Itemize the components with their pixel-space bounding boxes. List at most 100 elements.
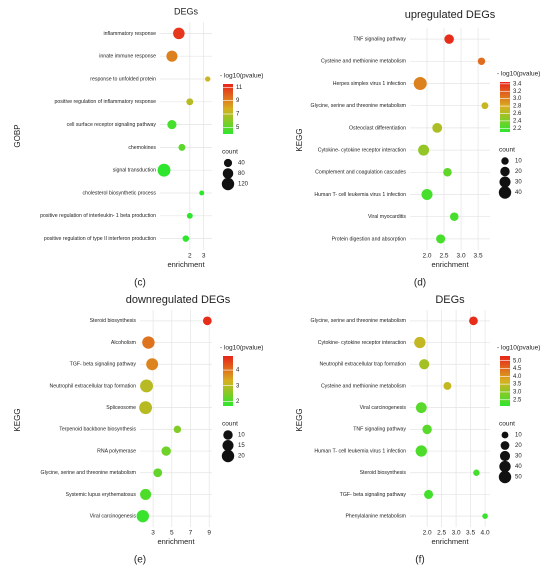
size-tick-label: 10 bbox=[515, 159, 522, 165]
y-tick-label: positive regulation of type II interfero… bbox=[44, 236, 156, 242]
bubble bbox=[205, 76, 211, 82]
size-legend-key bbox=[500, 166, 510, 177]
color-legend-title: - log10(pvalue) bbox=[497, 345, 540, 352]
size-legend-key bbox=[499, 176, 511, 188]
y-tick-label: RNA polymerase bbox=[97, 448, 136, 454]
bubble bbox=[202, 316, 212, 326]
y-tick-label: Glycine, serine and threonine metabolism bbox=[41, 470, 136, 476]
color-bar bbox=[223, 356, 233, 406]
size-tick-label: 40 bbox=[515, 190, 522, 196]
bubble bbox=[157, 163, 171, 177]
x-tick-label: 3.0 bbox=[452, 530, 461, 537]
color-tick-label: 3.4 bbox=[513, 81, 522, 87]
y-tick-label: cholesterol biosynthetic process bbox=[82, 190, 156, 196]
color-tick-label: 2.5 bbox=[513, 397, 522, 403]
bubble bbox=[443, 168, 452, 177]
y-tick-label: Complement and coagulation cascades bbox=[315, 170, 406, 176]
bubble bbox=[140, 488, 152, 500]
size-legend-key bbox=[501, 431, 509, 439]
size-tick-label: 10 bbox=[515, 433, 522, 439]
x-tick-label: 7 bbox=[189, 530, 193, 537]
color-tick-label: 2 bbox=[236, 399, 240, 405]
size-legend-title: count bbox=[499, 421, 515, 428]
bubble bbox=[473, 469, 480, 476]
y-tick-label: Protein digestion and absorption bbox=[332, 236, 407, 242]
y-tick-label: response to unfolded protein bbox=[90, 76, 156, 82]
bubble bbox=[186, 98, 194, 106]
y-tick-label: chemokines bbox=[128, 145, 156, 151]
bubble bbox=[161, 446, 171, 456]
x-tick-label: 9 bbox=[207, 530, 211, 537]
y-tick-label: signal transduction bbox=[113, 168, 156, 174]
bubble bbox=[415, 402, 427, 414]
y-tick-label: Osteoclast differentiation bbox=[349, 125, 406, 131]
y-tick-label: positive regulation of inflammatory resp… bbox=[55, 99, 157, 105]
color-legend-title: - log10(pvalue) bbox=[220, 345, 263, 352]
y-tick-label: TNF signaling pathway bbox=[353, 427, 406, 433]
color-tick-label: 2.6 bbox=[513, 111, 522, 117]
bubble bbox=[186, 212, 193, 219]
bubble bbox=[482, 513, 488, 519]
color-tick-label: 3.5 bbox=[513, 382, 522, 388]
chart-title: DEGs bbox=[435, 294, 465, 306]
y-tick-label: Spliceosome bbox=[106, 405, 136, 411]
x-axis-label: enrichment bbox=[157, 537, 195, 546]
y-tick-label: Neutrophil extracellular trap formation bbox=[50, 383, 137, 389]
size-legend-key bbox=[222, 168, 234, 179]
bubble bbox=[178, 143, 186, 151]
x-tick-label: 3.5 bbox=[474, 253, 483, 260]
color-tick-label: 3.2 bbox=[513, 89, 522, 95]
color-tick-label: 7 bbox=[236, 112, 240, 118]
size-legend-key bbox=[223, 430, 233, 440]
x-tick-label: 4.0 bbox=[481, 530, 490, 537]
y-tick-label: inflammatory response bbox=[104, 31, 157, 37]
y-tick-label: TNF signaling pathway bbox=[353, 36, 406, 42]
bubble bbox=[421, 188, 433, 201]
color-tick-label: 4.0 bbox=[513, 374, 522, 380]
bubble bbox=[422, 424, 432, 435]
bubble bbox=[142, 336, 155, 349]
y-tick-label: Steroid biosynthesis bbox=[90, 318, 137, 324]
y-tick-label: Cytokine- cytokine receptor interaction bbox=[318, 147, 406, 153]
bubble bbox=[449, 212, 459, 221]
caption: (e) bbox=[134, 555, 146, 566]
color-tick-label: 2.8 bbox=[513, 104, 522, 110]
y-axis-label: KEGG bbox=[295, 408, 304, 431]
size-tick-label: 15 bbox=[238, 443, 245, 449]
bubble bbox=[418, 144, 430, 156]
size-legend-key bbox=[499, 450, 511, 462]
size-legend-key bbox=[499, 460, 511, 473]
size-tick-label: 30 bbox=[515, 454, 522, 460]
size-tick-label: 20 bbox=[515, 169, 522, 175]
y-axis-label: GOBP bbox=[13, 124, 22, 147]
bubble bbox=[444, 34, 454, 44]
bubble bbox=[173, 425, 182, 434]
color-tick-label: 5 bbox=[236, 125, 240, 131]
y-tick-label: Systemic lupus erythematosus bbox=[66, 492, 137, 498]
bubble bbox=[481, 102, 489, 110]
caption: (c) bbox=[134, 278, 146, 289]
size-tick-label: 20 bbox=[238, 454, 245, 460]
size-tick-label: 20 bbox=[515, 443, 522, 449]
color-legend-title: - log10(pvalue) bbox=[220, 73, 263, 80]
y-tick-label: Neutrophil extracellular trap formation bbox=[320, 362, 407, 368]
x-tick-label: 3 bbox=[202, 253, 206, 260]
size-tick-label: 30 bbox=[515, 180, 522, 186]
x-tick-label: 2.0 bbox=[423, 530, 432, 537]
y-axis-label: KEGG bbox=[13, 408, 22, 431]
color-tick-label: 3.0 bbox=[513, 390, 522, 396]
y-tick-label: Herpes simplex virus 1 infection bbox=[333, 81, 406, 87]
x-tick-label: 3.0 bbox=[457, 253, 466, 260]
color-tick-label: 4.5 bbox=[513, 366, 522, 372]
bubble bbox=[139, 401, 153, 415]
color-legend-title: - log10(pvalue) bbox=[497, 71, 540, 78]
x-tick-label: 2.5 bbox=[437, 530, 446, 537]
y-tick-label: Glycine, serine and threonine metabolism bbox=[311, 103, 406, 109]
bubble bbox=[413, 76, 427, 91]
y-tick-label: Cysteine and methionine metabolism bbox=[321, 59, 406, 65]
bubble bbox=[140, 379, 153, 393]
x-tick-label: 5 bbox=[170, 530, 174, 537]
size-tick-label: 40 bbox=[515, 464, 522, 470]
bubble bbox=[153, 468, 163, 478]
